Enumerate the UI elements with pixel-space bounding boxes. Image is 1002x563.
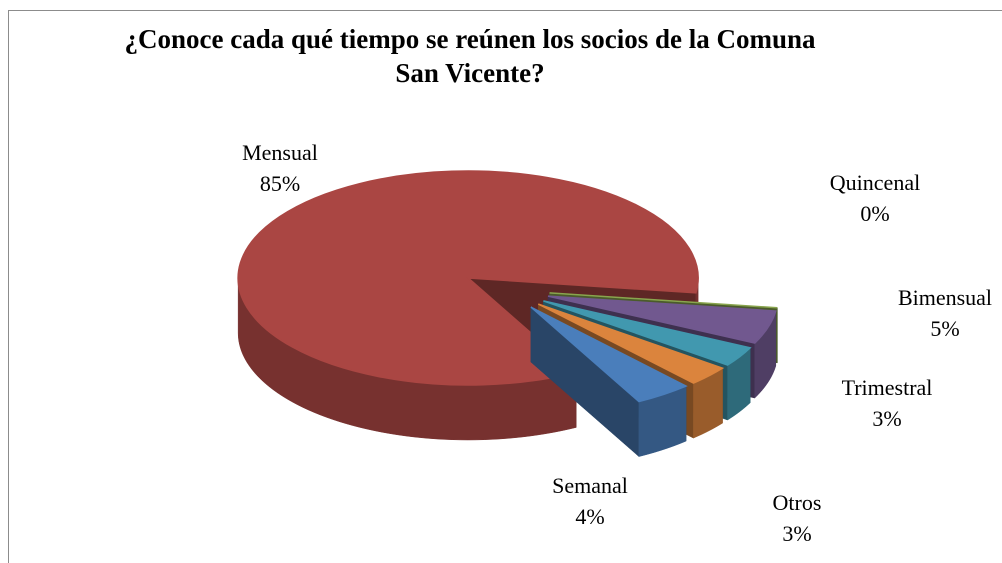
slice-value-label: 0% [860,201,889,226]
slice-value-label: 85% [260,171,300,196]
slice-value-label: 3% [872,406,901,431]
pie-slice [237,170,699,386]
slice-label: Bimensual [898,285,992,310]
slice-label: Trimestral [842,375,933,400]
pie-slice [537,303,725,384]
slice-value-label: 3% [782,521,811,546]
slice-label: Mensual [242,140,318,165]
slice-label: Otros [773,490,822,515]
slice-label: Quincenal [830,170,920,195]
chart-frame [8,10,1002,563]
chart-title: ¿Conoce cada qué tiempo se reúnen los so… [124,24,816,88]
slice-label: Semanal [552,473,628,498]
slice-value-label: 5% [930,316,959,341]
pie-slice [543,300,752,366]
pie-slice [547,295,777,344]
pie-slice [530,306,688,403]
slice-value-label: 4% [575,504,604,529]
